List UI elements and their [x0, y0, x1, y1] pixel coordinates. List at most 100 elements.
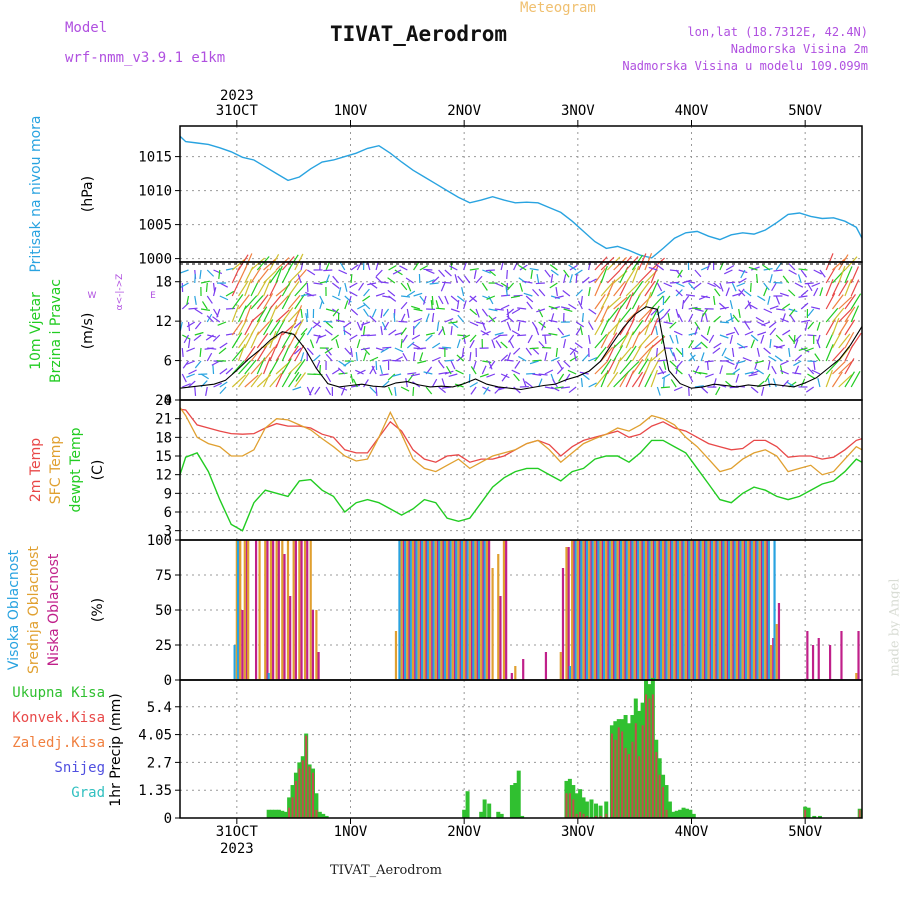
- wind-arrow: [675, 269, 683, 278]
- wind-arrow: [692, 347, 702, 350]
- precip-legend-item: Snijeg: [54, 760, 105, 776]
- wind-arrow: [844, 358, 855, 375]
- wind-arrow: [281, 358, 292, 375]
- precip-total-bar: [664, 785, 669, 818]
- wind-arrow: [411, 305, 421, 310]
- cloud-bar: [267, 673, 270, 680]
- wind-arrow: [811, 306, 821, 310]
- cloud-bar: [258, 540, 261, 680]
- cloud-bar: [730, 540, 733, 680]
- wind-arrow: [736, 342, 746, 349]
- wind-arrow: [538, 321, 547, 329]
- wind-arrow: [181, 347, 184, 358]
- wind-arrow: [580, 295, 583, 305]
- cloud-bar: [755, 540, 758, 680]
- wind-arrow: [831, 371, 843, 388]
- wind-arrow: [725, 264, 735, 271]
- wind-arrow: [613, 281, 626, 297]
- wind-arrow: [375, 347, 385, 352]
- wind-arrow: [555, 287, 558, 297]
- wind-arrow: [819, 287, 824, 297]
- wind-arrow: [429, 282, 439, 285]
- wind-compass-ns: α<-|->Z: [115, 274, 125, 311]
- wind-arrow: [736, 360, 746, 364]
- wind-arrow: [757, 331, 767, 336]
- cloud-bar: [459, 540, 462, 680]
- wind-arrow: [794, 354, 803, 362]
- wind-arrow: [244, 295, 258, 310]
- wind-arrow: [387, 277, 396, 284]
- cloud-bar: [738, 540, 741, 680]
- wind-arrow: [764, 373, 771, 383]
- precip-total-bar: [594, 803, 599, 818]
- wind-arrow: [349, 282, 358, 288]
- wind-arrow: [485, 269, 495, 272]
- wind-arrow: [250, 295, 264, 310]
- wind-arrow: [782, 329, 791, 336]
- wind-arrow: [352, 378, 358, 388]
- wind-arrow: [263, 319, 274, 336]
- wind-arrow: [663, 295, 671, 304]
- wind-arrow: [200, 308, 211, 311]
- wind-arrow: [469, 308, 478, 316]
- wind-arrow: [281, 280, 292, 297]
- wind-arrow: [382, 346, 392, 349]
- wind-arrow: [580, 377, 583, 388]
- wind-arrow: [825, 307, 839, 323]
- wind-arrow: [486, 373, 496, 378]
- wind-arrow: [763, 347, 771, 355]
- wind-arrow: [412, 386, 415, 397]
- wind-arrow: [844, 256, 858, 271]
- wind-arrow: [194, 273, 196, 284]
- precip-convective-bar: [305, 735, 308, 818]
- wind-arrow: [600, 346, 614, 362]
- wind-arrow: [569, 274, 573, 284]
- wind-arrow: [706, 360, 709, 371]
- wind-arrow: [188, 380, 196, 388]
- wind-arrow: [816, 339, 821, 349]
- wind-arrow: [314, 386, 321, 395]
- wind-arrow: [729, 300, 734, 310]
- cloud-bar: [303, 540, 307, 680]
- wind-arrow: [588, 334, 591, 344]
- wind-arrow: [811, 282, 821, 287]
- cloud-bar: [772, 638, 775, 680]
- wind-arrow: [472, 360, 477, 370]
- cloud-bar: [415, 540, 418, 680]
- wind-arrow: [425, 332, 435, 336]
- wind-arrow: [832, 347, 845, 362]
- wind-arrow: [694, 308, 704, 312]
- wind-arrow: [494, 308, 504, 311]
- wind-arrow: [807, 321, 815, 330]
- wind-arrow: [740, 269, 746, 279]
- cloud-bar: [673, 540, 676, 680]
- wind-arrow: [231, 360, 245, 375]
- cloud-bar: [605, 540, 608, 680]
- wind-arrow: [694, 326, 699, 336]
- wind-arrow: [755, 273, 759, 284]
- wind-arrow: [495, 340, 502, 349]
- wind-arrow: [734, 360, 740, 370]
- wind-arrow: [850, 332, 862, 349]
- cloud-bar: [436, 540, 440, 680]
- wind-arrow: [244, 345, 256, 362]
- wind-arrow: [518, 277, 527, 284]
- wind-arrow: [194, 295, 197, 305]
- wind-arrow: [844, 294, 856, 310]
- wind-arrow: [469, 268, 479, 271]
- time-axis-label-top: 31OCT: [216, 103, 259, 119]
- wind-arrow: [569, 347, 577, 356]
- wind-arrow: [775, 334, 783, 342]
- wind-arrow: [676, 360, 683, 369]
- cloud-bar: [514, 666, 517, 680]
- wind-arrow: [469, 321, 479, 327]
- wind-arrow: [675, 289, 683, 297]
- wind-arrow: [838, 346, 851, 362]
- wind-arrow: [606, 296, 622, 310]
- temp-unit: (C): [90, 460, 106, 481]
- cloud-bar: [713, 540, 716, 680]
- cloud-bar: [571, 540, 574, 680]
- wind-arrow: [825, 344, 834, 362]
- wind-arrow: [256, 256, 270, 271]
- wind-arrow: [412, 351, 416, 362]
